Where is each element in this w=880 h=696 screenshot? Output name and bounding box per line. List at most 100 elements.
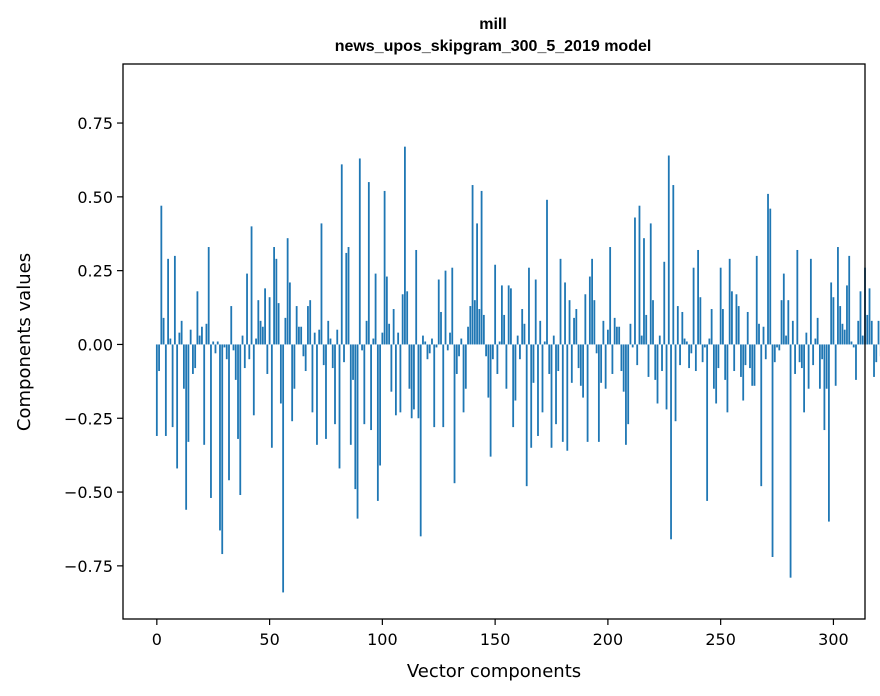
bar-236 <box>688 344 690 369</box>
bar-247 <box>712 344 715 389</box>
bar-98 <box>376 344 379 501</box>
bar-47 <box>261 326 264 345</box>
bar-28 <box>219 344 221 531</box>
bar-110 <box>404 146 406 345</box>
bar-16 <box>192 344 194 374</box>
bar-217 <box>645 314 648 345</box>
bar-6 <box>169 338 172 345</box>
bar-206 <box>620 344 623 372</box>
x-tick-label: 100 <box>367 630 398 649</box>
bar-113 <box>410 344 413 419</box>
bar-185 <box>573 317 575 345</box>
bar-175 <box>550 344 553 448</box>
bar-159 <box>514 344 517 401</box>
bar-46 <box>259 320 262 345</box>
bar-302 <box>837 247 839 345</box>
bar-61 <box>293 344 296 389</box>
bar-84 <box>345 252 348 345</box>
bar-147 <box>487 344 490 398</box>
bar-284 <box>796 249 799 345</box>
bar-258 <box>737 306 740 345</box>
bar-320 <box>877 320 880 345</box>
bar-283 <box>794 344 796 374</box>
bar-121 <box>428 344 431 354</box>
bar-195 <box>595 344 598 354</box>
bar-180 <box>561 344 564 442</box>
bar-41 <box>248 344 251 360</box>
bar-23 <box>207 247 210 345</box>
bar-276 <box>778 344 781 351</box>
bar-241 <box>699 297 702 345</box>
bar-143 <box>478 309 481 345</box>
bar-239 <box>694 344 697 372</box>
bar-115 <box>415 249 418 345</box>
bar-307 <box>848 255 851 345</box>
bar-44 <box>255 338 257 345</box>
bar-101 <box>383 190 386 345</box>
bar-214 <box>638 205 641 345</box>
bar-191 <box>586 344 589 442</box>
bar-221 <box>654 344 657 380</box>
bar-129 <box>446 344 449 351</box>
bar-275 <box>776 344 778 348</box>
bar-207 <box>622 344 625 392</box>
bar-230 <box>674 344 677 422</box>
bar-27 <box>216 341 219 345</box>
bar-5 <box>167 258 169 345</box>
bar-0 <box>155 344 158 436</box>
bar-48 <box>264 288 266 345</box>
bar-19 <box>198 335 201 345</box>
bar-194 <box>593 300 596 345</box>
bar-222 <box>656 344 659 404</box>
bar-36 <box>237 344 239 439</box>
bar-234 <box>683 338 686 345</box>
bar-125 <box>437 279 440 345</box>
bar-82 <box>340 164 343 345</box>
bar-76 <box>327 320 330 345</box>
bar-226 <box>665 344 668 410</box>
bar-223 <box>658 335 661 345</box>
y-tick-label: 0.00 <box>77 335 113 354</box>
bar-196 <box>597 344 600 442</box>
bar-248 <box>715 344 718 404</box>
bar-277 <box>780 300 783 345</box>
bar-174 <box>548 344 551 374</box>
bar-94 <box>367 182 370 345</box>
bar-137 <box>464 344 467 389</box>
bar-106 <box>394 344 397 416</box>
bar-225 <box>663 261 666 345</box>
bar-316 <box>868 288 871 345</box>
x-tick-label: 0 <box>152 630 162 649</box>
bar-132 <box>453 344 456 484</box>
bar-318 <box>873 344 875 377</box>
bar-108 <box>399 344 402 413</box>
plot-frame <box>122 63 866 620</box>
bar-72 <box>318 329 321 345</box>
bar-211 <box>631 344 634 348</box>
bar-33 <box>230 306 233 345</box>
bar-193 <box>591 258 593 345</box>
bar-229 <box>672 185 675 345</box>
x-axis-ticks: 0 50 100 150 200 250 300 <box>152 619 849 649</box>
bar-31 <box>225 344 228 360</box>
bar-53 <box>275 258 278 345</box>
bar-79 <box>334 344 336 425</box>
bars-group <box>155 146 880 593</box>
x-tick-label: 250 <box>705 630 736 649</box>
bar-30 <box>223 344 226 348</box>
bar-161 <box>519 344 521 360</box>
bar-50 <box>268 297 271 345</box>
x-tick-label: 150 <box>480 630 511 649</box>
bar-166 <box>530 344 533 448</box>
bar-204 <box>616 326 618 345</box>
bar-162 <box>521 309 524 345</box>
bar-88 <box>354 344 357 490</box>
bar-89 <box>356 344 359 519</box>
bar-264 <box>751 344 754 386</box>
bar-254 <box>728 258 731 345</box>
bar-80 <box>336 329 339 345</box>
x-axis-label: Vector components <box>407 661 581 682</box>
bar-282 <box>791 320 794 345</box>
chart-title: mill <box>479 16 507 33</box>
bar-268 <box>760 344 763 487</box>
